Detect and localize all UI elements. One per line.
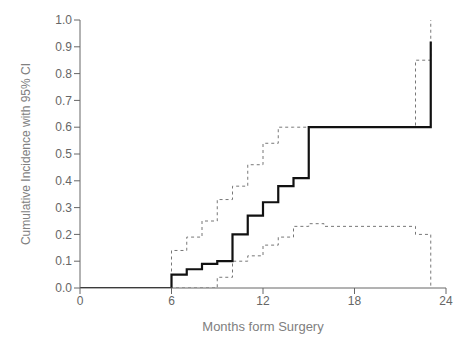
svg-text:24: 24 [439,294,453,308]
svg-text:0.8: 0.8 [55,67,72,81]
svg-text:Cumulative Incidence with 95%: Cumulative Incidence with 95% CI [19,63,33,245]
svg-text:1.0: 1.0 [55,13,72,27]
svg-text:0.0: 0.0 [55,281,72,295]
svg-text:6: 6 [168,294,175,308]
svg-text:0.4: 0.4 [55,174,72,188]
svg-text:0.9: 0.9 [55,40,72,54]
svg-text:0: 0 [77,294,84,308]
svg-text:0.7: 0.7 [55,94,72,108]
svg-text:0.3: 0.3 [55,201,72,215]
svg-text:Months form Surgery: Months form Surgery [202,319,324,334]
svg-text:0.6: 0.6 [55,120,72,134]
svg-text:0.2: 0.2 [55,228,72,242]
svg-text:0.5: 0.5 [55,147,72,161]
svg-text:12: 12 [256,294,270,308]
svg-text:18: 18 [348,294,362,308]
svg-text:0.1: 0.1 [55,254,72,268]
